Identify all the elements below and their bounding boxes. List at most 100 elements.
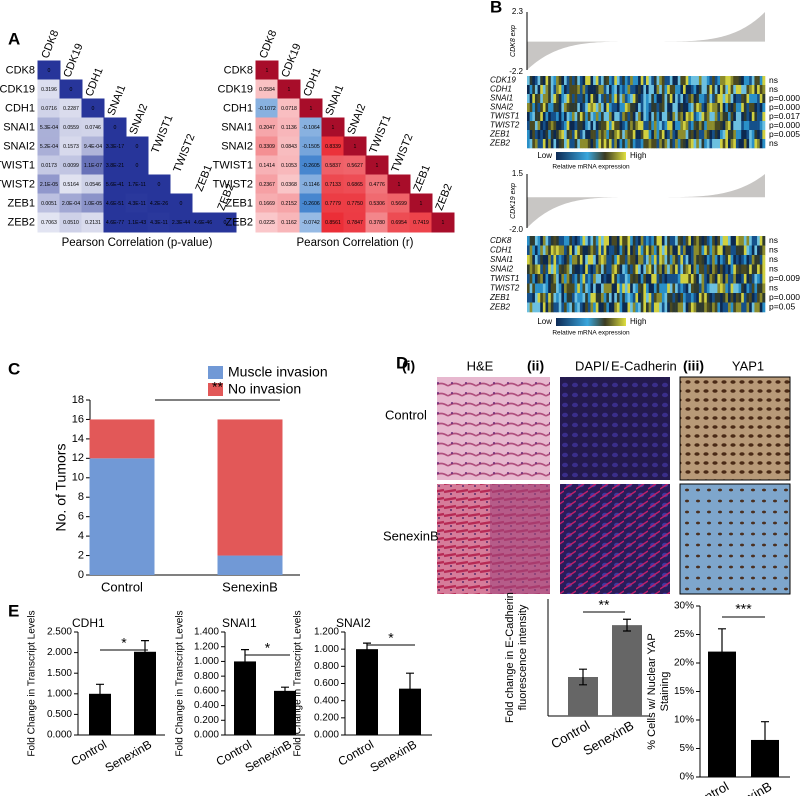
heatmap-cell [537, 302, 541, 313]
heatmap-cell [527, 293, 530, 303]
heatmap-cell [706, 283, 710, 294]
heatmap-cell [579, 245, 583, 256]
heatmap-cell [651, 302, 655, 313]
heatmap-cell [709, 274, 713, 284]
heatmap-cell [616, 94, 620, 104]
heatmap-cell [701, 293, 705, 303]
matrix-value: 0.8339 [325, 144, 341, 150]
heatmap-cell [646, 76, 649, 86]
heatmap-cell [759, 139, 763, 149]
heatmap-cell [566, 293, 570, 303]
heatmap-cell [693, 245, 697, 256]
heatmap-cell [527, 76, 530, 86]
heatmap-cell [683, 121, 686, 131]
heatmap-cell [690, 76, 694, 86]
heatmap-cell [672, 283, 676, 294]
heatmap-cell [738, 302, 742, 313]
heatmap-cell [720, 245, 723, 256]
heatmap-cell [577, 255, 581, 265]
heatmap-cell [759, 274, 763, 284]
heatmap-cell [545, 130, 549, 140]
heatmap-cell [622, 236, 626, 246]
heatmap-cell [624, 94, 628, 104]
heatmap-cell [611, 283, 615, 294]
heatmap-cell [690, 85, 694, 95]
heatmap-cell [643, 76, 647, 86]
heatmap-cell [566, 264, 570, 275]
heatmap-cell [661, 130, 665, 140]
heatmap-cell [532, 302, 536, 313]
heatmap-cell [733, 302, 737, 313]
heatmap-cell [601, 236, 604, 246]
heatmap-cell [725, 76, 729, 86]
heatmap-cell [746, 112, 750, 122]
heatmap-cell [675, 76, 679, 86]
heatmap-cell [579, 130, 583, 140]
heatmap-cell [656, 236, 660, 246]
heatmap-cell [693, 293, 697, 303]
matrix-value: 0 [70, 87, 73, 93]
heatmap-cell [553, 274, 557, 284]
heatmap-cell [598, 293, 602, 303]
heatmap-cell [741, 103, 745, 113]
heatmap-cell [527, 245, 530, 256]
matrix-value: 0.3309 [259, 144, 275, 150]
heatmap-cell [564, 94, 567, 104]
heatmap-cell [720, 130, 723, 140]
heatmap-cell [593, 293, 597, 303]
matrix-value: 4.6E-77 [106, 220, 124, 226]
heatmap-cell [722, 76, 726, 86]
heatmap-cell [593, 274, 597, 284]
matrix-value: 0.0716 [41, 106, 57, 112]
heatmap-cell [608, 236, 612, 246]
heatmap-cell [558, 76, 562, 86]
heatmap-cell [712, 139, 716, 149]
heatmap-cell [701, 236, 705, 246]
heatmap-cell [754, 121, 758, 131]
heatmap-cell [569, 103, 573, 113]
heatmap-cell [553, 130, 557, 140]
heatmap-cell [651, 236, 655, 246]
heatmap-cell [669, 130, 673, 140]
heatmap-cell [598, 76, 602, 86]
heatmap-cell [661, 245, 665, 256]
heatmap-cell [601, 94, 604, 104]
heatmap-cell [548, 130, 552, 140]
heatmap-cell [608, 264, 612, 275]
heatmap-cell [759, 236, 763, 246]
heatmap-cell [622, 112, 626, 122]
heatmap-cell [720, 121, 723, 131]
heatmap-cell [646, 302, 649, 313]
heatmap-cell [738, 103, 742, 113]
stat-label: p=0.009 [769, 273, 800, 283]
heatmap-cell [593, 255, 597, 265]
heatmap-cell [630, 302, 634, 313]
heatmap-cell [762, 130, 766, 140]
heatmap-cell [733, 94, 737, 104]
y-tick-label: 0.600 [194, 685, 219, 696]
heatmap-cell [569, 139, 573, 149]
heatmap-cell [587, 302, 591, 313]
heatmap-cell [643, 85, 647, 95]
heatmap-cell [677, 245, 681, 256]
heatmap-cell [675, 85, 679, 95]
heatmap-cell [614, 139, 618, 149]
heatmap-cell [643, 264, 647, 275]
heatmap-cell [616, 283, 620, 294]
heatmap-cell [704, 85, 708, 95]
matrix-value: 9.4E-04 [84, 144, 102, 150]
heatmap-cell [561, 293, 565, 303]
heatmap-cell [653, 130, 657, 140]
y-axis-label: Fold Change in Transcript Levels [27, 610, 38, 756]
heatmap-cell [646, 85, 649, 95]
heatmap-cell [542, 94, 546, 104]
y-tick-label: 5% [680, 743, 695, 754]
y-axis-label: % Cells w/ Nuclear YAP [646, 633, 658, 749]
heatmap-cell [542, 255, 546, 265]
heatmap-cell [556, 302, 560, 313]
heatmap-cell [685, 121, 689, 131]
heatmap-cell [664, 264, 668, 275]
heatmap-cell [722, 245, 726, 256]
heatmap-cell [693, 103, 697, 113]
significance-label: * [265, 640, 271, 656]
